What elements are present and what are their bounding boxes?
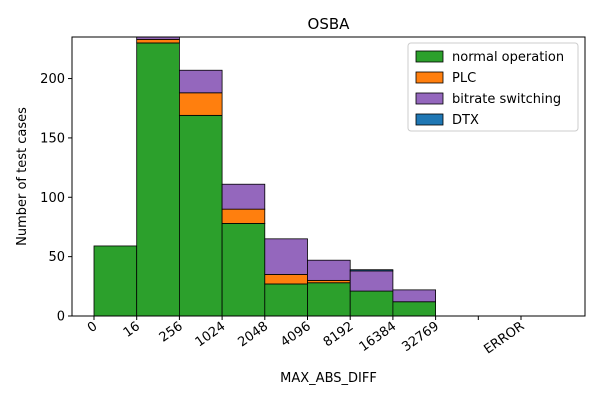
legend-label: DTX bbox=[452, 113, 479, 128]
bar-normal-operation-5 bbox=[307, 282, 351, 317]
legend-swatch bbox=[415, 92, 444, 105]
y-tick-label: 0 bbox=[57, 310, 65, 325]
x-tick-label: 16384 bbox=[357, 319, 399, 355]
plot-frame bbox=[71, 36, 586, 317]
bar-normal-operation-3 bbox=[221, 222, 266, 317]
bar-PLC-1 bbox=[136, 38, 180, 44]
x-axis-label: MAX_ABS_DIFF bbox=[280, 371, 377, 386]
bar-bitrate-switching-2 bbox=[178, 69, 223, 94]
bar-normal-operation-6 bbox=[349, 290, 394, 317]
x-tick-label: 0 bbox=[85, 319, 100, 336]
legend-box bbox=[407, 42, 579, 132]
x-axis: 0 16 256 1024 2048 4096 8192 16384 32769 ERROR bbox=[85, 316, 527, 357]
bar-normal-operation-2 bbox=[178, 114, 223, 317]
bar-normal-operation-1 bbox=[136, 42, 180, 317]
x-tick-label: 1024 bbox=[193, 319, 229, 350]
x-tick-label: 32769 bbox=[399, 319, 441, 355]
bar-bitrate-switching-6 bbox=[349, 270, 394, 292]
legend-label: normal operation bbox=[452, 50, 564, 65]
bar-normal-operation-7 bbox=[392, 301, 436, 317]
bars-group bbox=[93, 36, 436, 317]
y-tick-label: 150 bbox=[40, 131, 65, 146]
bar-bitrate-switching-3 bbox=[221, 183, 266, 210]
y-axis-label: Number of test cases bbox=[15, 107, 30, 246]
bar-bitrate-switching-7 bbox=[392, 289, 436, 303]
x-tick-label: 16 bbox=[121, 319, 143, 341]
chart-title: OSBA bbox=[308, 15, 351, 33]
y-tick-label: 100 bbox=[40, 191, 65, 206]
bar-normal-operation-0 bbox=[93, 245, 138, 317]
legend-label: bitrate switching bbox=[452, 92, 561, 107]
y-tick-label: 200 bbox=[40, 72, 65, 87]
legend-swatch bbox=[415, 71, 444, 84]
legend-swatch bbox=[415, 50, 444, 63]
bar-PLC-3 bbox=[221, 208, 266, 224]
x-tick-label: 8192 bbox=[321, 319, 357, 350]
x-tick-label: 256 bbox=[157, 319, 186, 346]
y-tick-label: 50 bbox=[48, 250, 65, 265]
x-tick-label: 2048 bbox=[235, 319, 271, 350]
bar-DTX-6 bbox=[349, 269, 394, 272]
bar-PLC-4 bbox=[264, 274, 308, 285]
bar-PLC-2 bbox=[178, 92, 223, 116]
bar-bitrate-switching-4 bbox=[264, 238, 308, 275]
bar-normal-operation-4 bbox=[264, 283, 308, 317]
bar-bitrate-switching-5 bbox=[307, 259, 351, 281]
legend: normal operation PLC bitrate switching DTX bbox=[407, 42, 579, 132]
legend-swatch bbox=[415, 113, 444, 126]
y-axis: 0 50 100 150 200 bbox=[40, 72, 72, 325]
x-tick-label: ERROR bbox=[481, 319, 527, 357]
x-tick-label: 4096 bbox=[278, 319, 314, 350]
legend-label: PLC bbox=[452, 71, 476, 86]
